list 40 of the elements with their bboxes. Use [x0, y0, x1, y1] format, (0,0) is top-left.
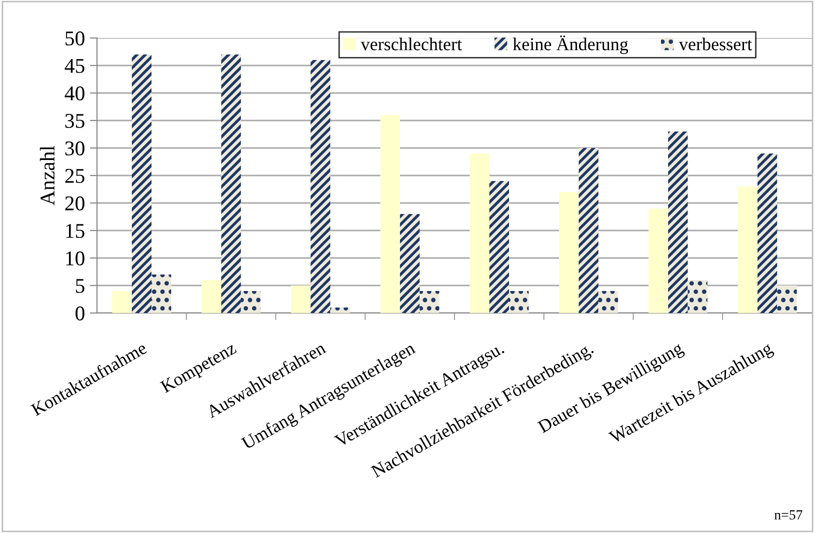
bar: [757, 154, 778, 313]
bar: [688, 280, 708, 313]
bar: [509, 291, 529, 313]
bar: [738, 186, 758, 313]
bar: [310, 60, 330, 313]
bar: [240, 291, 261, 313]
bar: [330, 308, 350, 313]
y-tick-label: 10: [66, 251, 84, 266]
legend-label: keine Änderung: [512, 36, 628, 54]
bar: [290, 286, 311, 313]
bar: [648, 208, 668, 313]
y-tick-label: 40: [64, 86, 84, 100]
bar: [380, 115, 400, 313]
y-tick-label: 20: [65, 196, 84, 210]
y-tick-label: 25: [65, 168, 84, 183]
bar: [777, 286, 797, 313]
y-tick-label: 30: [65, 141, 84, 156]
bar: [202, 280, 222, 313]
y-tick-label: 0: [76, 306, 84, 320]
bar: [470, 154, 490, 313]
bar: [112, 291, 132, 313]
y-tick-label: 50: [66, 31, 84, 46]
y-tick-label: 15: [66, 224, 84, 238]
bar: [221, 54, 241, 313]
bar: [132, 54, 152, 313]
bar: [668, 132, 688, 313]
bar: [489, 181, 510, 313]
bar: [420, 291, 440, 313]
legend-label: verschlechtert: [360, 38, 462, 50]
bar: [559, 192, 579, 313]
bar: [598, 291, 618, 313]
y-tick-label: 45: [64, 59, 84, 73]
y-axis-title: Anzahl: [40, 146, 55, 206]
bar: [578, 148, 598, 313]
y-tick-label: 35: [65, 114, 84, 128]
legend-label: verbessert: [678, 38, 752, 50]
y-tick-label: 5: [76, 279, 84, 293]
bar: [152, 274, 172, 313]
text: n=57: [774, 510, 802, 520]
bar: [400, 214, 420, 313]
